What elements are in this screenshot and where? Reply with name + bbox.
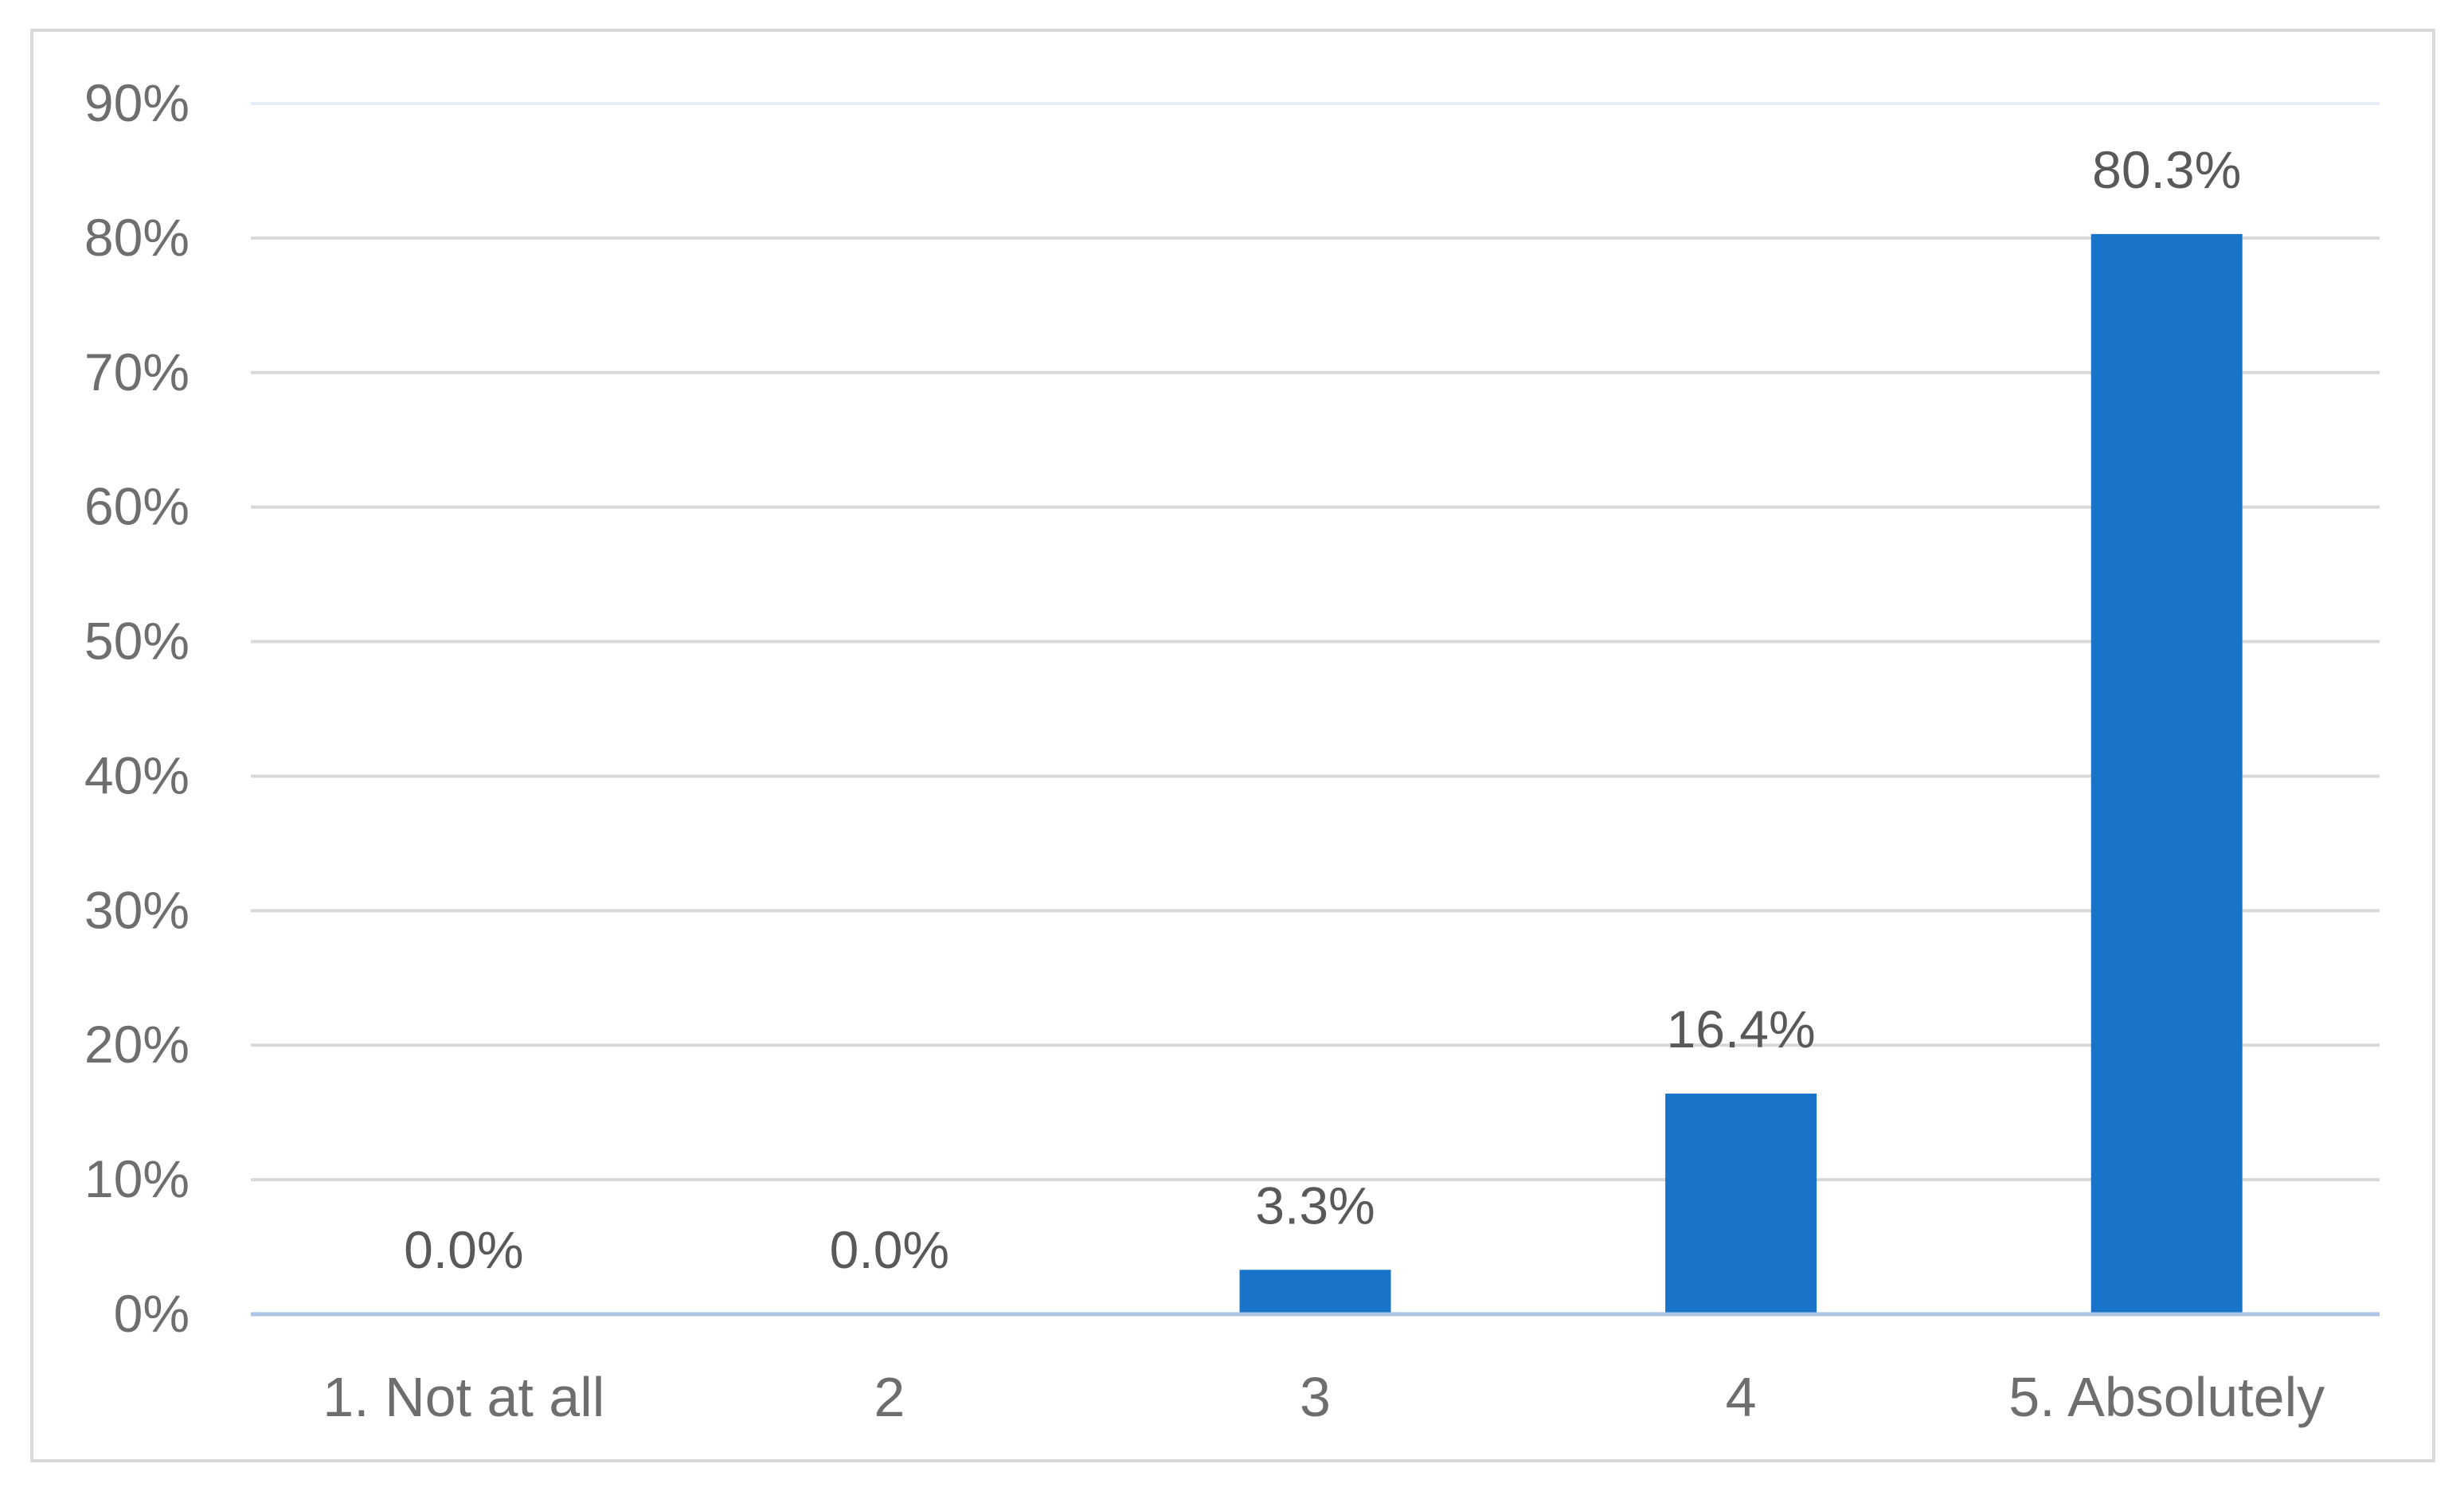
y-tick-label: 30% xyxy=(84,880,190,939)
data-label: 3.3% xyxy=(1255,1176,1375,1235)
y-tick-label: 0% xyxy=(114,1284,190,1343)
y-tick-label: 40% xyxy=(84,746,190,804)
x-tick-label: 1. Not at all xyxy=(323,1366,604,1428)
x-tick-label: 5. Absolutely xyxy=(2008,1366,2325,1428)
y-tick-label: 60% xyxy=(84,477,190,536)
y-tick-label: 90% xyxy=(84,73,190,132)
y-tick-label: 80% xyxy=(84,208,190,267)
x-tick-label: 4 xyxy=(1726,1366,1757,1428)
bar xyxy=(1665,1094,1817,1314)
bar xyxy=(1239,1270,1391,1314)
data-label: 0.0% xyxy=(404,1220,523,1279)
y-tick-label: 70% xyxy=(84,342,190,401)
data-label: 0.0% xyxy=(830,1220,949,1279)
bar xyxy=(2090,233,2243,1314)
gridlines xyxy=(251,102,2380,1182)
y-tick-label: 50% xyxy=(84,612,190,671)
y-tick-label: 10% xyxy=(84,1149,190,1208)
y-tick-label: 20% xyxy=(84,1015,190,1074)
data-label: 80.3% xyxy=(2092,140,2241,199)
chart-frame xyxy=(30,29,2435,1462)
x-tick-label: 2 xyxy=(874,1366,905,1428)
x-tick-label: 3 xyxy=(1300,1366,1331,1428)
data-label: 16.4% xyxy=(1667,1000,1816,1059)
